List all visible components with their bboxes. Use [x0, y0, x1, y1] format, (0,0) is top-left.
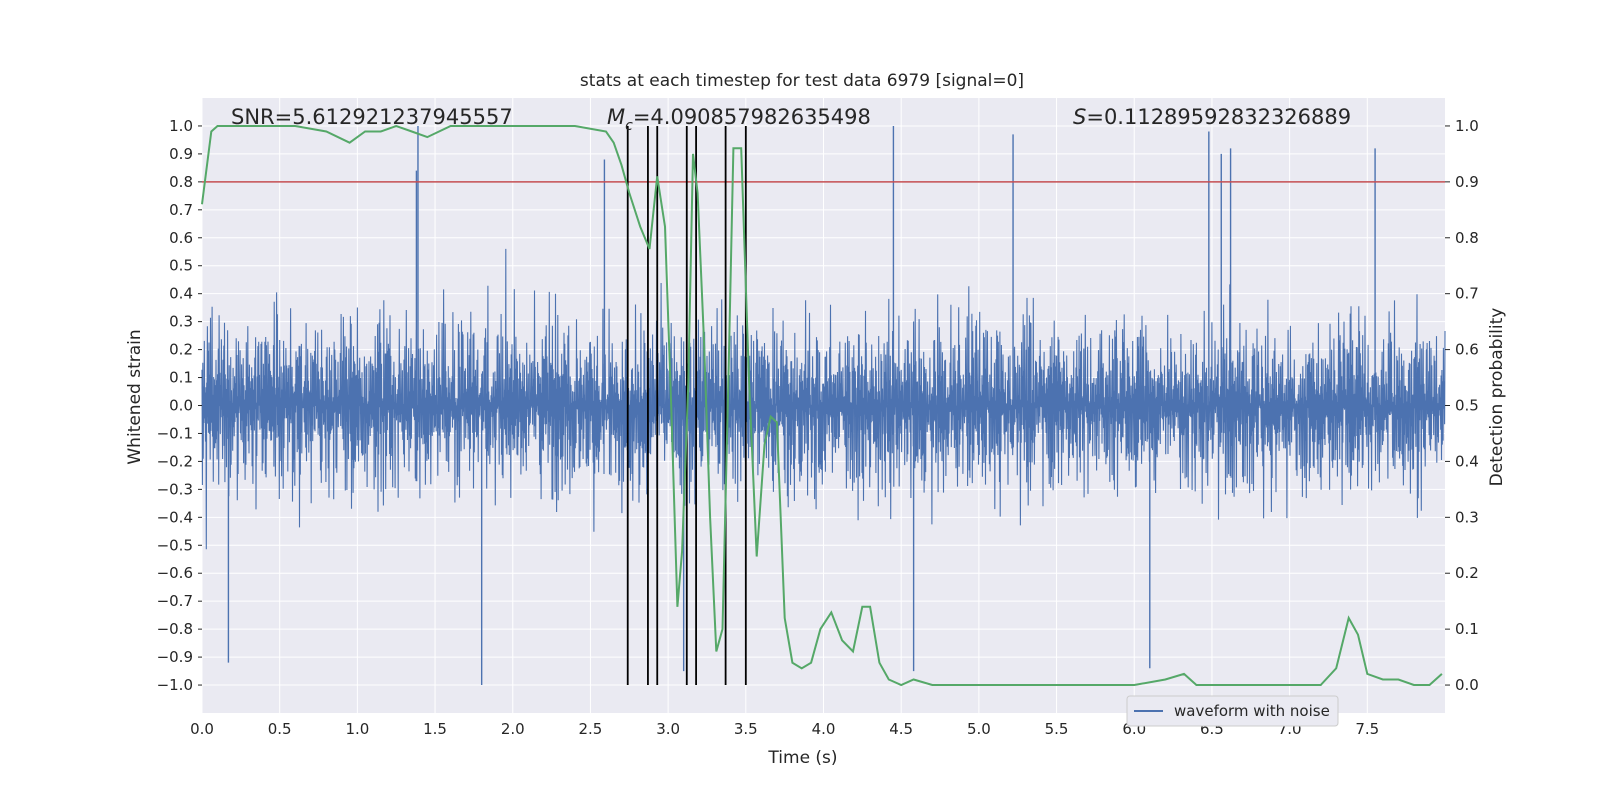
y-tick-label-left: −0.8 [157, 620, 193, 638]
y-tick-label-left: −0.3 [157, 480, 193, 498]
y-tick-label-left: −1.0 [157, 676, 193, 694]
x-tick-label: 1.5 [423, 720, 447, 738]
y-tick-label-left: −0.2 [157, 452, 193, 470]
y-tick-label-left: −0.7 [157, 592, 193, 610]
s-symbol: S [1073, 105, 1086, 129]
y-tick-label-left: −0.4 [157, 508, 193, 526]
y-ticks-left: 1.0 0.9 0.8 0.7 0.6 0.5 0.4 0.3 0.2 0.1 0.0 −0.1 −0.… [157, 117, 202, 694]
y-tick-label-right: 0.6 [1455, 341, 1479, 359]
x-tick-label: 3.0 [656, 720, 680, 738]
legend: waveform with noise [1126, 695, 1339, 727]
y-axis-label-right: Detection probability [1487, 308, 1507, 487]
x-tick-label: 4.5 [889, 720, 913, 738]
y-tick-label-left: 0.2 [169, 341, 193, 359]
y-tick-label-left: 0.5 [169, 257, 193, 275]
probability-line [201, 124, 1443, 687]
y-ticks-right: 1.0 0.9 0.8 0.7 0.6 0.5 0.4 0.3 0.2 0.1 0.0 [1445, 117, 1479, 694]
x-tick-label: 5.5 [1045, 720, 1069, 738]
legend-label: waveform with noise [1174, 702, 1330, 720]
y-tick-label-right: 0.7 [1455, 285, 1479, 303]
y-tick-label-right: 0.8 [1455, 229, 1479, 247]
x-tick-label: 1.0 [345, 720, 369, 738]
y-tick-label-left: 0.3 [169, 313, 193, 331]
legend-box [1126, 695, 1339, 727]
y-tick-label-right: 0.1 [1455, 620, 1479, 638]
y-tick-label-right: 0.4 [1455, 452, 1479, 470]
x-tick-label: 2.5 [579, 720, 603, 738]
y-tick-label-right: 1.0 [1455, 117, 1479, 135]
y-tick-label-right: 0.5 [1455, 397, 1479, 415]
y-tick-label-left: 0.9 [169, 145, 193, 163]
x-ticks: 0.0 0.5 1.0 1.5 2.0 2.5 3.0 3.5 4.0 4.5 5.0 5.5 6.0 6… [190, 720, 1379, 738]
x-tick-label: 3.5 [734, 720, 758, 738]
snr-annotation: SNR=5.612921237945557 [231, 105, 513, 129]
chirp-mass-value: =4.090857982635498 [633, 105, 871, 129]
y-tick-label-right: 0.3 [1455, 508, 1479, 526]
x-tick-label: 0.5 [268, 720, 292, 738]
s-annotation: S=0.11289592832326889 [1073, 105, 1351, 129]
s-value: =0.11289592832326889 [1086, 105, 1351, 129]
probability-series [201, 124, 1443, 687]
y-tick-label-left: 0.6 [169, 229, 193, 247]
chirp-mass-annotation: Mc=4.090857982635498 [607, 105, 871, 134]
chirp-mass-subscript: c [625, 118, 633, 134]
x-tick-label: 2.0 [501, 720, 525, 738]
y-tick-label-left: −0.9 [157, 648, 193, 666]
y-tick-label-left: 0.0 [169, 397, 193, 415]
x-tick-label: 7.5 [1355, 720, 1379, 738]
y-tick-label-left: −0.5 [157, 536, 193, 554]
y-tick-label-left: 0.4 [169, 285, 193, 303]
x-axis-label: Time (s) [767, 748, 837, 768]
strain-line [201, 248, 1446, 550]
y-tick-label-left: −0.6 [157, 564, 193, 582]
y-axis-label-left: Whitened strain [125, 329, 145, 464]
y-tick-label-left: −0.1 [157, 424, 193, 442]
strain-series [201, 125, 1446, 686]
chart-title: stats at each timestep for test data 697… [580, 71, 1024, 91]
y-tick-label-left: 0.8 [169, 173, 193, 191]
chirp-mass-symbol: M [607, 105, 625, 129]
y-tick-label-left: 0.7 [169, 201, 193, 219]
y-tick-label-left: 1.0 [169, 117, 193, 135]
x-tick-label: 5.0 [967, 720, 991, 738]
y-tick-label-right: 0.2 [1455, 564, 1479, 582]
y-tick-label-right: 0.9 [1455, 173, 1479, 191]
x-tick-label: 4.0 [812, 720, 836, 738]
y-tick-label-left: 0.1 [169, 369, 193, 387]
x-tick-label: 0.0 [190, 720, 214, 738]
y-tick-label-right: 0.0 [1455, 676, 1479, 694]
